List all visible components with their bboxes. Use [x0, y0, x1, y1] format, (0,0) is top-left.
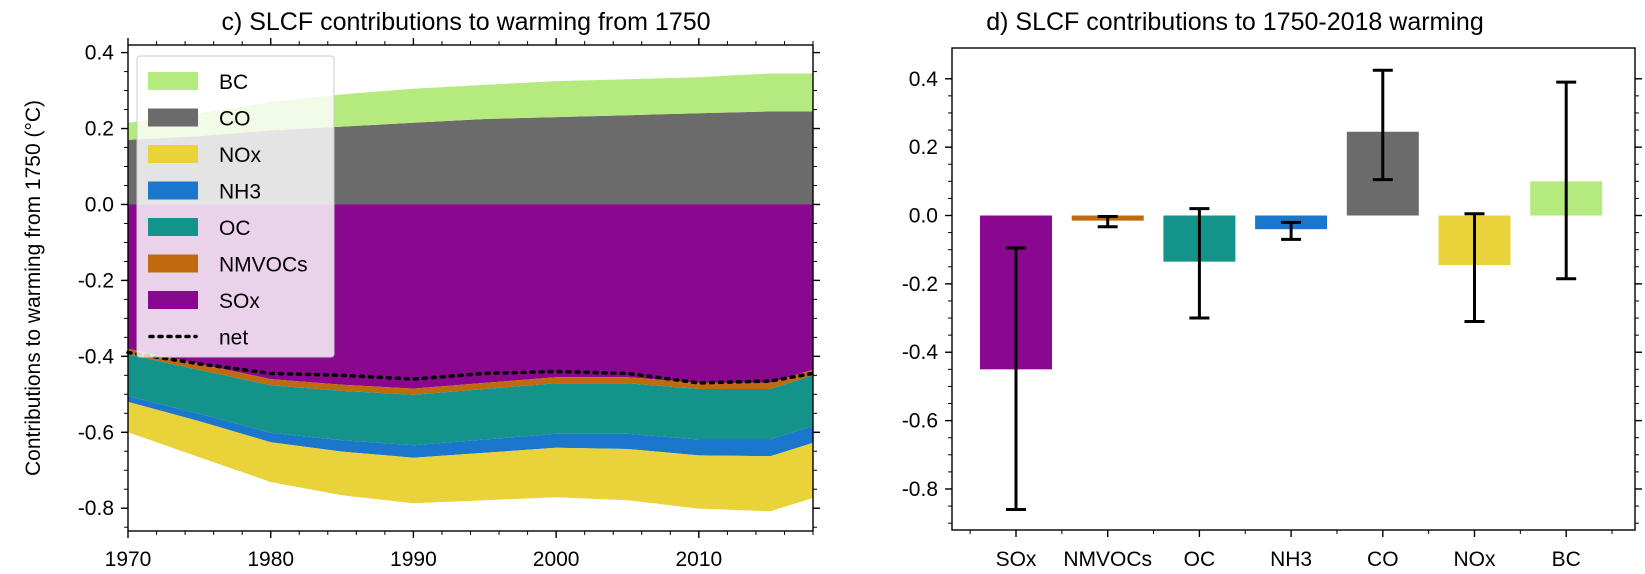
right-y-tick-label: -0.2	[902, 273, 938, 296]
right-y-tick-label: -0.8	[902, 478, 938, 501]
right-x-tick-label: BC	[1552, 548, 1581, 571]
right-y-axis: 0.4 0.2 0.0 -0.2 -0.4 -0.6 -0.8	[902, 68, 1642, 524]
bar-chart-panel: d) SLCF contributions to 1750-2018 warmi…	[902, 8, 1642, 571]
right-y-tick-label: 0.2	[909, 136, 938, 159]
left-y-axis: 0.4 0.2 0.0 -0.2 -0.4 -0.6 -0.8	[78, 42, 820, 528]
legend-swatch-bc	[148, 72, 198, 90]
right-errorbar-layer	[1006, 68, 1577, 511]
legend-label-co: CO	[219, 108, 251, 131]
right-y-tick-label: 0.0	[909, 205, 938, 228]
right-x-tick-label: NMVOCs	[1063, 548, 1152, 571]
left-x-axis: 1970 1980 1990 2000 2010	[105, 38, 814, 571]
right-plot-frame	[951, 47, 1636, 531]
left-y-tick-label: -0.2	[78, 269, 114, 292]
legend: BC CO NOx NH3 OC NMVOCs SOx net	[136, 55, 335, 358]
right-y-tick-label: -0.6	[902, 410, 938, 433]
left-x-tick-label: 1980	[247, 548, 294, 571]
legend-label-bc: BC	[219, 71, 248, 94]
right-x-tick-label: OC	[1184, 548, 1216, 571]
area-chart-panel: c) SLCF contributions to warming from 17…	[22, 8, 820, 571]
right-chart-title: d) SLCF contributions to 1750-2018 warmi…	[986, 8, 1484, 36]
legend-swatch-nox	[148, 145, 198, 163]
legend-swatch-co	[148, 108, 198, 127]
net-line	[126, 350, 815, 385]
right-x-tick-label: SOx	[996, 548, 1037, 571]
legend-swatch-sox	[148, 291, 198, 309]
area-nh3	[128, 396, 813, 458]
legend-frame	[136, 55, 335, 358]
legend-swatch-oc	[148, 218, 198, 236]
left-y-tick-label: 0.2	[85, 118, 114, 141]
legend-label-net: net	[219, 327, 248, 350]
right-y-tick-label: 0.4	[909, 68, 939, 91]
right-x-axis: SOx NMVOCs OC NH3 CO NOx BC	[969, 530, 1613, 571]
left-x-tick-label: 2000	[533, 548, 580, 571]
right-bar-layer	[980, 131, 1603, 370]
right-y-tick-label: -0.4	[902, 341, 939, 364]
legend-items: BC CO NOx NH3 OC NMVOCs SOx net	[148, 71, 308, 350]
left-x-tick-label: 1970	[105, 548, 152, 571]
right-x-tick-label: CO	[1367, 548, 1399, 571]
legend-label-nh3: NH3	[219, 181, 261, 204]
left-y-tick-label: -0.4	[78, 345, 115, 368]
left-x-tick-label: 1990	[390, 548, 437, 571]
area-nmvocs	[128, 348, 813, 395]
left-y-axis-label: Contributions to warming from 1750 (°C)	[22, 100, 45, 476]
legend-label-nox: NOx	[219, 144, 262, 167]
legend-label-sox: SOx	[219, 290, 260, 313]
right-x-tick-label: NOx	[1454, 548, 1497, 571]
left-y-tick-label: 0.0	[85, 193, 114, 216]
left-y-tick-label: -0.6	[78, 421, 114, 444]
left-y-tick-label: 0.4	[85, 42, 115, 65]
left-chart-title: c) SLCF contributions to warming from 17…	[221, 8, 710, 36]
left-x-tick-label: 2010	[675, 548, 722, 571]
left-y-tick-label: -0.8	[78, 497, 114, 520]
area-oc	[128, 354, 813, 446]
legend-swatch-nh3	[148, 181, 198, 200]
legend-label-oc: OC	[219, 217, 251, 240]
left-net-layer	[126, 350, 815, 385]
right-x-tick-label: NH3	[1270, 548, 1312, 571]
legend-swatch-nmvocs	[148, 254, 198, 273]
area-nox	[128, 401, 813, 512]
legend-label-nmvocs: NMVOCs	[219, 254, 308, 277]
